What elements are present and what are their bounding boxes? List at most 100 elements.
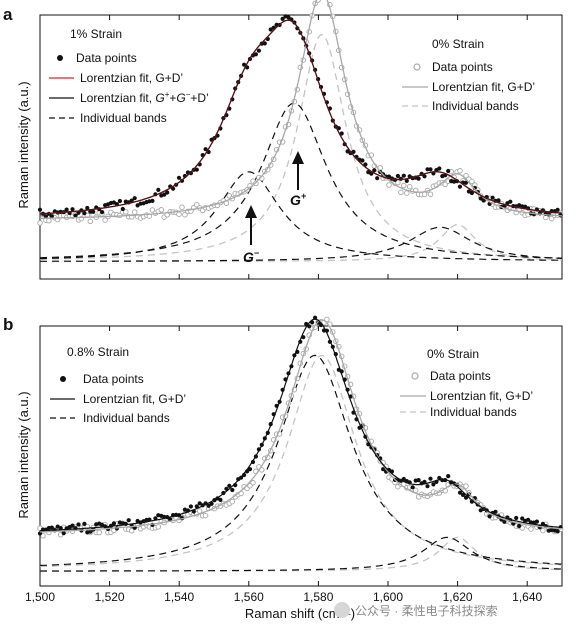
data-point-strained [253,52,258,57]
panel-b-label: b [3,315,13,334]
data-point-0pct-strain [128,528,135,534]
data-point-strained [395,173,400,179]
data-point-0pct-strain [457,168,463,174]
data-point-strained [203,147,208,152]
panel-b-y-axis-label: Raman intensity (a.u.) [16,391,31,518]
band-strained [39,354,563,567]
data-point-strained [375,176,380,181]
data-point-strained [150,198,155,203]
data-point-strained [132,196,137,201]
data-point-strained [487,514,492,519]
data-point-strained [206,503,211,508]
x-axis-ticks: 1,500 1,520 1,540 1,560 1,580 1,600 1,620 1,640 [25,15,543,604]
data-point-strained [404,178,409,183]
data-point-0pct-strain [548,215,555,222]
data-point-strained [82,521,87,527]
panel-a: a 1% Strain Data points Lorentzian fit, … [3,0,564,280]
panel-b-right-heading: 0% Strain [427,347,479,361]
data-point-strained [381,467,386,472]
data-point-strained [194,167,199,172]
legend-item-label: Lorentzian fit, G+D’ [83,392,186,406]
panel-a-plot-area [37,0,564,263]
data-point-0pct-strain [182,211,188,218]
legend-gray-circle-marker [411,372,419,380]
data-point-strained [351,149,356,154]
data-point-strained [428,167,433,172]
legend-item-label: Data points [76,51,137,65]
data-point-strained [247,467,253,472]
data-point-strained [43,214,49,219]
data-point-strained [165,190,170,195]
legend-item-label: Data points [83,372,144,386]
data-point-0pct-strain [123,209,129,215]
data-point-strained [431,482,436,487]
data-point-strained [428,476,433,481]
data-point-strained [457,184,463,189]
data-point-strained [194,504,199,509]
band-0pct-strain [40,536,563,572]
data-point-strained [534,519,540,524]
data-point-0pct-strain [404,190,410,196]
panel-b-frame [39,325,563,587]
legend-item-label: Lorentzian fit, G+D’ [80,71,183,85]
data-point-strained [401,173,406,178]
legend-item-label: Individual bands [432,99,519,113]
data-point-strained [70,207,75,212]
data-point-strained [493,509,498,514]
data-point-strained [339,131,344,136]
data-point-0pct-strain [37,220,43,226]
arrow-g-minus-head [245,205,257,218]
data-point-strained [280,16,285,21]
data-point-strained [70,523,75,528]
data-point-strained [481,198,486,203]
band-strained [40,102,562,259]
data-point-strained [555,207,560,212]
data-point-0pct-strain [401,182,407,189]
watermark: 公众号 · 柔性电子科技探索 [334,602,498,618]
data-point-0pct-strain [176,211,182,217]
data-point-strained [256,48,261,53]
panel-a-left-legend: Data points Lorentzian fit, G+D’ Lorentz… [49,51,209,125]
data-point-strained [307,324,312,329]
data-point-0pct-strain [46,218,52,224]
data-point-0pct-strain [131,209,138,215]
band-0pct-strain [40,223,562,263]
data-point-strained [460,492,466,497]
panel-a-right-heading: 0% Strain [432,37,484,51]
data-point-strained [73,526,78,531]
annotation-g-minus: G− [243,205,260,265]
panel-b-left-legend: Data points Lorentzian fit, G+D’ Individ… [50,372,186,425]
data-point-strained [76,210,81,215]
data-point-0pct-strain [179,204,185,210]
data-point-strained [120,206,125,212]
data-point-0pct-strain [324,316,330,323]
data-point-0pct-strain [40,533,46,539]
panel-a-right-legend: 0% Strain Data points Lorentzian fit, G+… [402,37,535,113]
data-point-strained [156,187,161,192]
legend-item-label: Individual bands [83,411,170,425]
legend-item-label: Lorentzian fit, G+D’ [432,80,535,94]
data-point-strained [496,198,501,203]
data-point-strained [230,487,235,493]
data-point-strained [218,497,223,502]
x-tick-label: 1,540 [164,590,194,604]
legend-item-label: Individual bands [430,405,517,419]
fit-line-0pct-strain [39,319,563,533]
data-point-strained [117,198,122,204]
annotation-g-plus-label: G+ [290,191,307,208]
fit-line-0pct-strain [40,0,563,219]
data-point-strained [520,516,525,521]
data-point-strained [88,529,93,534]
data-point-strained [478,196,483,201]
data-point-strained [508,199,513,204]
data-point-0pct-strain [202,512,209,519]
data-point-strained [517,523,522,529]
data-point-strained [422,174,427,179]
data-point-strained [446,168,451,174]
panel-b-plot-area [37,315,564,572]
data-point-strained [111,521,116,526]
panel-b-left-heading: 0.8% Strain [67,345,129,359]
panel-b-right-legend: 0% Strain Data points Lorentzian fit, G+… [400,347,533,419]
data-point-0pct-strain [528,526,534,532]
legend-item-label-gpm: Lorentzian fit, G++G−+D’ [80,90,209,105]
